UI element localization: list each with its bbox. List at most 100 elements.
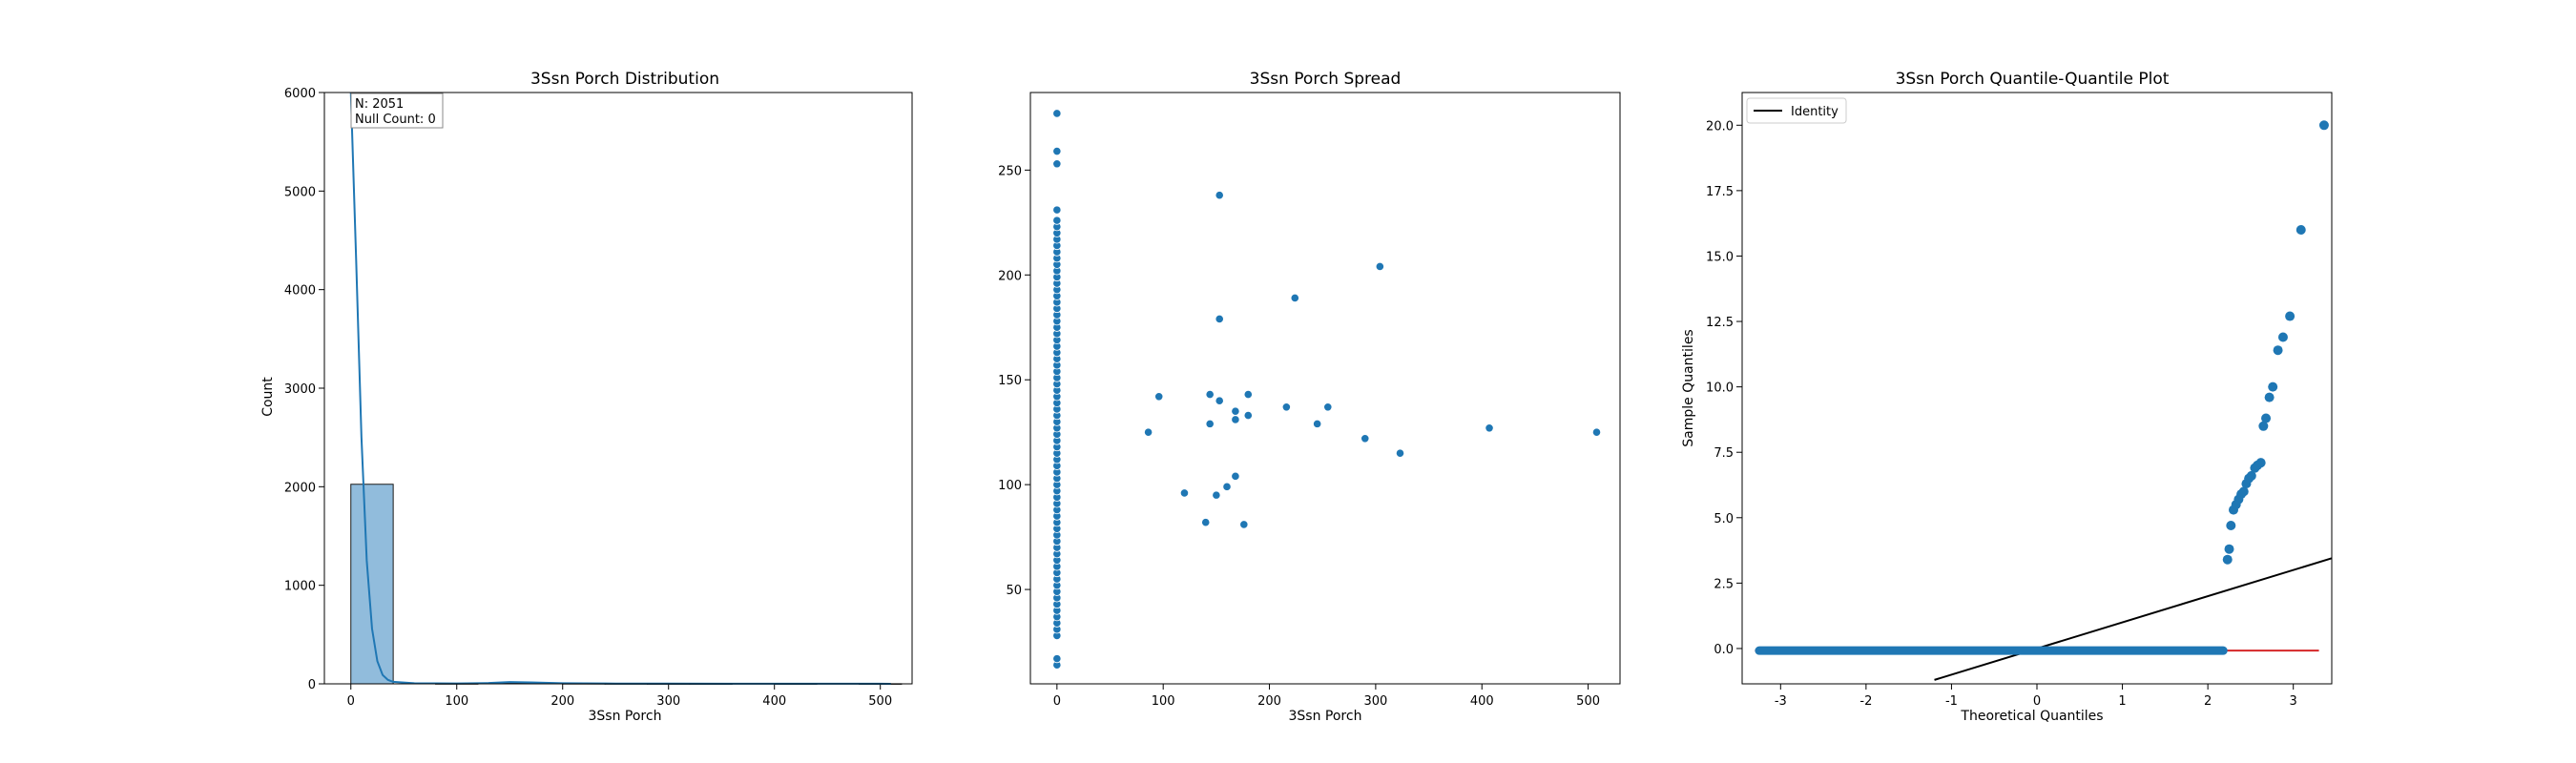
y-tick-label: 12.5 [1706, 316, 1734, 330]
y-tick-label: 150 [998, 374, 1022, 388]
plot-frame [323, 92, 913, 685]
x-tick-label: 300 [656, 694, 680, 709]
chart-title: 3Ssn Porch Spread [1250, 70, 1402, 89]
y-tick-label: 100 [998, 479, 1022, 493]
x-tick-label: 200 [551, 694, 574, 709]
chart-title: 3Ssn Porch Distribution [530, 70, 719, 89]
scatter-point [1395, 448, 1405, 458]
y-axis-label: Sample Quantiles [1681, 329, 1696, 446]
scatter-point [1361, 434, 1370, 443]
scatter-point [1201, 518, 1211, 527]
scatter-point [1154, 392, 1164, 402]
qq-point [2285, 311, 2296, 321]
annotation-null-count: Null Count: 0 [355, 113, 436, 127]
scatter-point [1231, 406, 1240, 416]
x-tick-label: 0 [1053, 694, 1061, 709]
x-tick-label: 0 [2033, 694, 2041, 709]
stats-annotation: N: 2051 Null Count: 0 [350, 93, 444, 129]
y-tick-label: 1000 [284, 580, 316, 594]
plot-frame [1029, 92, 1621, 685]
y-tick-label: 250 [998, 164, 1022, 178]
scatter-point [1290, 293, 1299, 303]
qq-point [2277, 332, 2288, 342]
x-tick-label: -3 [1775, 694, 1787, 709]
y-tick-label: 20.0 [1706, 119, 1734, 134]
scatter-point [1205, 389, 1215, 400]
scatter-point [1215, 191, 1224, 200]
x-tick-label: 1 [2118, 694, 2126, 709]
x-tick-label: 500 [1576, 694, 1600, 709]
scatter-point [1313, 419, 1322, 428]
legend-box [1746, 97, 1847, 124]
scatter-point [1179, 488, 1190, 498]
scatter-point [1212, 490, 1221, 500]
scatter-point [1205, 419, 1215, 428]
scatter-point [1239, 520, 1249, 529]
chart-title: 3Ssn Porch Quantile-Quantile Plot [1896, 70, 2170, 89]
y-tick-label: 200 [998, 269, 1022, 283]
qq-point [2273, 345, 2283, 356]
scatter-point [1215, 314, 1224, 324]
qq-point [2296, 225, 2306, 236]
y-tick-label: 3000 [284, 382, 316, 397]
y-tick-label: 15.0 [1706, 250, 1734, 264]
x-tick-label: 3 [2290, 694, 2297, 709]
x-axis-label: 3Ssn Porch [589, 709, 662, 724]
qq-point [2238, 486, 2249, 497]
x-tick-label: 400 [762, 694, 786, 709]
y-tick-label: 6000 [284, 87, 316, 101]
x-tick-label: 500 [868, 694, 892, 709]
scatter-point [1215, 396, 1224, 405]
y-tick-label: 2.5 [1714, 577, 1734, 591]
panel-distribution: 3Ssn Porch Distribution 3Ssn Porch Count… [260, 70, 913, 724]
x-tick-label: -1 [1945, 694, 1958, 709]
identity-line [1934, 557, 2333, 681]
qq-point [2222, 554, 2233, 565]
scatter-point [1231, 471, 1240, 481]
x-axis-label: 3Ssn Porch [1289, 709, 1362, 724]
y-tick-label: 17.5 [1706, 185, 1734, 199]
x-axis-label: Theoretical Quantiles [1960, 709, 2103, 724]
scatter-point [1052, 654, 1062, 664]
x-tick-label: 200 [1257, 694, 1281, 709]
qq-point [2246, 470, 2256, 481]
scatter-point [1052, 205, 1062, 215]
scatter-point [1052, 146, 1062, 156]
scatter-point [1281, 402, 1291, 412]
qq-point [2224, 544, 2234, 554]
y-tick-label: 5.0 [1714, 512, 1734, 526]
annotation-box [350, 93, 444, 129]
x-tick-label: 300 [1363, 694, 1387, 709]
qq-point [2261, 413, 2272, 423]
panel-spread: 3Ssn Porch Spread 3Ssn Porch 0 100 200 300 4… [998, 70, 1621, 724]
scatter-point [1243, 410, 1253, 421]
qq-point [2264, 392, 2275, 402]
scatter-point [1243, 389, 1253, 400]
scatter-point [1052, 216, 1062, 225]
x-tick-label: 100 [1152, 694, 1175, 709]
histogram-bar [350, 484, 394, 685]
qq-point [2255, 458, 2266, 468]
qq-point [2268, 382, 2278, 392]
scatter-point [1375, 261, 1384, 272]
x-tick-label: 400 [1470, 694, 1494, 709]
y-tick-label: 7.5 [1714, 446, 1734, 461]
y-tick-label: 2000 [284, 481, 316, 495]
scatter-point [1485, 423, 1494, 433]
plot-frame [1741, 92, 2333, 685]
scatter-point [1144, 427, 1153, 437]
x-tick-label: -2 [1859, 694, 1872, 709]
x-tick-label: 2 [2204, 694, 2212, 709]
qq-point [2258, 421, 2269, 431]
y-tick-label: 0 [308, 678, 316, 692]
panel-qq: 3Ssn Porch Quantile-Quantile Plot Theore… [1681, 70, 2333, 724]
scatter-point [1052, 109, 1062, 118]
annotation-n: N: 2051 [355, 97, 404, 112]
y-tick-label: 4000 [284, 284, 316, 299]
point-cluster [1755, 646, 2228, 655]
scatter-point [1222, 482, 1232, 491]
scatter-point [1591, 427, 1602, 437]
y-tick-label: 50 [1006, 584, 1022, 598]
x-tick-label: 0 [347, 694, 355, 709]
y-tick-label: 0.0 [1714, 643, 1734, 657]
